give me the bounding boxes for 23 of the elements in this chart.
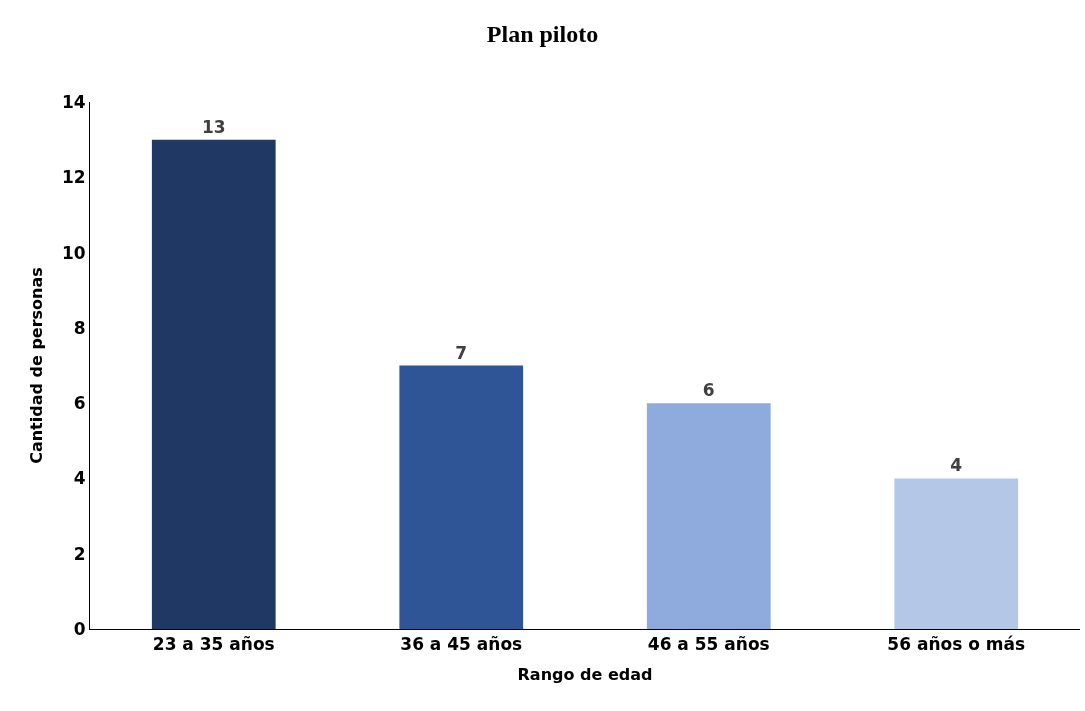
chart-title: Plan piloto: [486, 20, 599, 47]
x-axis-title: Rango de edad: [517, 665, 653, 685]
y-tick-label: 8: [73, 317, 86, 338]
y-tick-label: 2: [73, 543, 86, 564]
y-tick-label: 0: [73, 618, 86, 639]
y-tick-label: 12: [61, 167, 86, 188]
y-tick-label: 10: [61, 242, 86, 263]
x-tick-label: 46 a 55 años: [647, 634, 770, 655]
x-tick-label: 36 a 45 años: [400, 634, 523, 655]
bar: [399, 365, 524, 629]
bar: [894, 478, 1019, 629]
y-tick-label: 6: [73, 393, 86, 414]
bar: [646, 403, 771, 629]
data-label: 6: [702, 380, 715, 401]
data-label: 7: [455, 342, 468, 363]
y-axis-title: Cantidad de personas: [26, 267, 46, 464]
bar: [151, 139, 276, 629]
data-label: 13: [201, 116, 226, 137]
x-tick-label: 23 a 35 años: [152, 634, 275, 655]
y-tick-label: 4: [73, 468, 86, 489]
y-tick-label: 14: [61, 91, 86, 112]
data-label: 4: [950, 455, 963, 476]
x-tick-label: 56 años o más: [887, 634, 1026, 655]
